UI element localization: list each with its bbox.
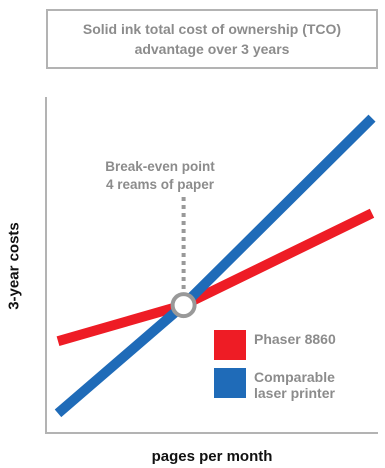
- legend-item-laser: Comparable laser printer: [214, 368, 369, 401]
- break-even-marker: [170, 292, 197, 319]
- legend-label-phaser: Phaser 8860: [254, 331, 336, 347]
- legend-item-phaser: Phaser 8860: [214, 330, 369, 360]
- x-axis-label: pages per month: [151, 448, 273, 465]
- axes-frame: [45, 97, 378, 434]
- chart-title: Solid ink total cost of ownership (TCO) …: [82, 21, 342, 57]
- break-even-line-2: 4 reams of paper: [105, 177, 215, 192]
- legend-label-laser: Comparable laser printer: [254, 369, 335, 401]
- y-axis-label: 3-year costs: [5, 222, 23, 310]
- legend-swatch-laser: [214, 368, 246, 398]
- break-even-line-1: Break-even point: [105, 159, 215, 174]
- chart-title-box: Solid ink total cost of ownership (TCO) …: [46, 9, 378, 69]
- legend-swatch-phaser: [214, 330, 246, 360]
- break-even-annotation: Break-even point 4 reams of paper: [70, 158, 250, 194]
- legend: Phaser 8860 Comparable laser printer: [214, 330, 369, 409]
